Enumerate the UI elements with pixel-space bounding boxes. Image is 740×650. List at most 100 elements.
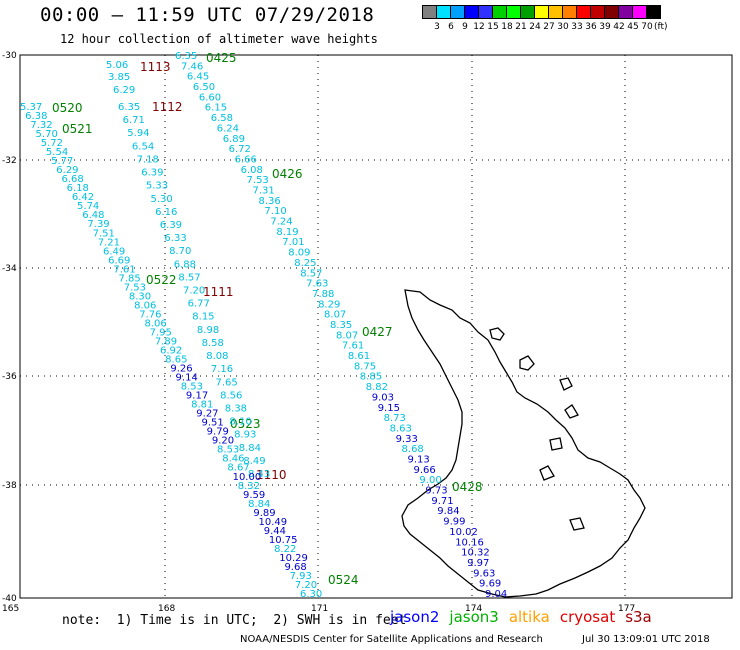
track-id-label: 0426 [272, 167, 303, 181]
lat-label: -40 [2, 594, 17, 604]
wave-height-reading: 7.01 [282, 237, 304, 248]
wave-height-reading: 6.50 [193, 82, 215, 93]
wave-height-reading: 9.51 [201, 418, 223, 429]
wave-height-reading: 6.39 [141, 168, 163, 179]
track-id-label: 0521 [62, 122, 93, 136]
wave-height-reading: 8.36 [258, 196, 280, 207]
scale-label: 9 [462, 22, 468, 32]
wave-height-reading: 10.29 [279, 553, 308, 564]
wave-height-reading: 8.38 [225, 403, 247, 414]
track-id-label: 1110 [256, 468, 287, 482]
lat-label: -32 [2, 156, 17, 166]
track-id-label: 0520 [52, 101, 83, 115]
wave-height-reading: 8.84 [248, 499, 270, 510]
color-scale-labels: 3 6 9 12 15 18 21 24 27 30 33 36 39 42 45 70(ft) [430, 22, 668, 32]
wave-height-reading: 9.13 [408, 455, 430, 466]
wave-height-reading: 10.75 [269, 535, 298, 546]
wave-height-reading: 9.59 [243, 490, 265, 501]
map-title: 00:00 – 11:59 UTC 07/29/2018 [40, 4, 375, 26]
wave-height-reading: 9.15 [378, 403, 400, 414]
wave-height-reading: 6.69 [108, 255, 130, 266]
coastline [401, 289, 646, 598]
wave-height-reading: 6.42 [72, 192, 94, 203]
wave-height-reading: 3.85 [108, 72, 130, 83]
wave-height-reading: 9.26 [170, 364, 192, 375]
wave-height-reading: 9.14 [176, 373, 198, 384]
scale-label: (ft) [654, 22, 668, 32]
wave-height-reading: 6.71 [123, 115, 145, 126]
wave-height-reading: 9.79 [207, 427, 229, 438]
wave-height-reading: 8.10 [229, 417, 251, 428]
wave-height-reading: 7.31 [253, 186, 275, 197]
satellite-legend: jason2 jason3 altika cryosat s3a [390, 608, 662, 626]
wave-height-reading: 7.63 [306, 279, 328, 290]
legend-item-jason3: jason3 [449, 608, 499, 626]
wave-height-reading: 9.44 [264, 526, 286, 537]
wave-height-reading: 6.48 [82, 210, 104, 221]
scale-label: 21 [515, 22, 527, 32]
wave-height-reading: 8.08 [206, 351, 228, 362]
wave-height-reading: 7.53 [124, 282, 146, 293]
wave-height-reading: 9.68 [284, 562, 306, 573]
wave-height-reading: 10.49 [259, 517, 288, 528]
wave-height-reading: 8.75 [354, 361, 376, 372]
scale-label: 3 [434, 22, 440, 32]
wave-height-reading: 9.33 [396, 434, 418, 445]
wave-height-reading: 5.94 [127, 128, 149, 139]
wave-height-reading: 8.68 [402, 444, 424, 455]
wave-height-reading: 8.09 [288, 248, 310, 259]
wave-height-reading: 7.20 [295, 580, 317, 591]
wave-height-reading: 8.70 [169, 246, 191, 257]
wave-height-reading: 9.04 [485, 589, 507, 600]
wave-height-reading: 9.63 [473, 568, 495, 579]
wave-height-reading: 9.71 [431, 496, 453, 507]
track-id-label: 1112 [152, 100, 183, 114]
track-id-label: 0427 [362, 325, 393, 339]
wave-height-reading: 8.82 [366, 382, 388, 393]
wave-height-reading: 6.54 [132, 141, 154, 152]
wave-height-reading: 10.32 [461, 548, 490, 559]
wave-height-reading: 6.35 [118, 102, 140, 113]
scale-label: 45 [627, 22, 639, 32]
wave-height-reading: 8.85 [360, 372, 382, 383]
wave-height-reading: 8.73 [384, 413, 406, 424]
scale-label: 6 [448, 22, 454, 32]
wave-height-reading: 8.93 [234, 430, 256, 441]
wave-height-reading: 7.51 [93, 228, 115, 239]
lon-label: 171 [311, 604, 328, 614]
wave-height-reading: 5.54 [46, 147, 68, 158]
wave-height-reading: 6.45 [187, 72, 209, 83]
wave-height-reading: 7.16 [211, 364, 233, 375]
wave-height-reading: 8.06 [144, 318, 166, 329]
wave-height-reading: 10.16 [455, 537, 484, 548]
wave-height-reading: 9.84 [437, 506, 459, 517]
wave-height-reading: 8.63 [390, 423, 412, 434]
wave-height-reading: 7.39 [87, 219, 109, 230]
wave-height-reading: 6.77 [188, 299, 210, 310]
wave-height-reading: 5.77 [51, 156, 73, 167]
wave-height-reading: 6.72 [229, 144, 251, 155]
wave-height-reading: 6.58 [211, 113, 233, 124]
wave-height-reading: 8.46 [222, 454, 244, 465]
wave-height-reading: 6.35 [175, 51, 197, 62]
lat-label: -30 [2, 51, 17, 61]
wave-height-reading: 6.08 [241, 165, 263, 176]
wave-height-reading: 5.70 [36, 129, 58, 140]
scale-swatch [646, 5, 661, 19]
wave-height-reading: 7.88 [312, 289, 334, 300]
wave-height-reading: 10.02 [449, 527, 478, 538]
wave-height-reading: 6.39 [160, 220, 182, 231]
wave-height-reading: 6.30 [300, 589, 322, 600]
lon-label: 177 [618, 604, 635, 614]
color-scale [422, 5, 661, 24]
wave-height-reading: 7.46 [181, 61, 203, 72]
scale-label: 24 [529, 22, 541, 32]
wave-height-reading: 8.56 [220, 390, 242, 401]
track-id-label: 0523 [230, 417, 261, 431]
track-id-label: 0425 [206, 51, 237, 65]
wave-height-reading: 5.33 [146, 181, 168, 192]
wave-height-reading: 6.92 [160, 346, 182, 357]
scale-label: 15 [487, 22, 499, 32]
wave-height-reading: 8.81 [191, 400, 213, 411]
scale-label: 70 [641, 22, 653, 32]
